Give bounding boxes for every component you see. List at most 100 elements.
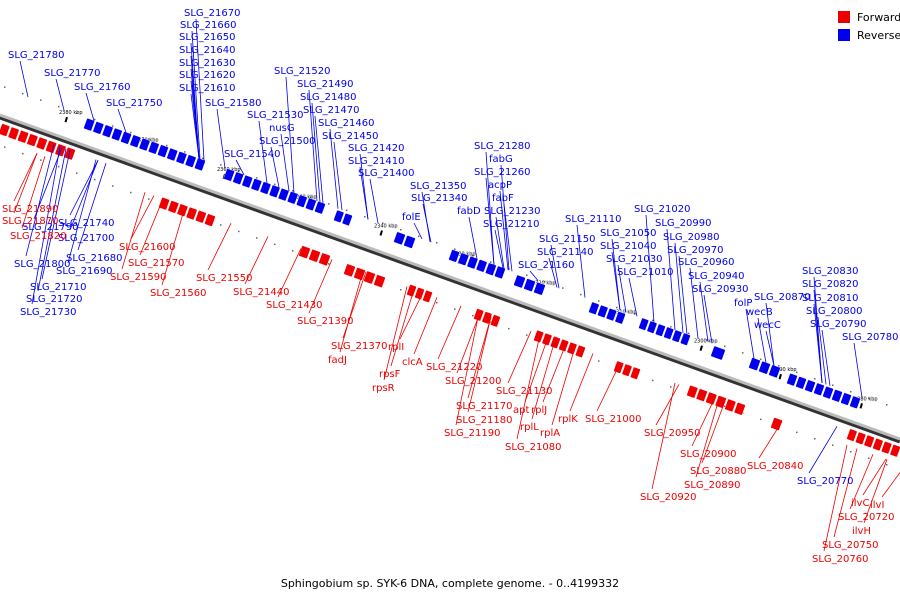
reverse-leader-line	[550, 244, 560, 289]
reverse-leader-line	[314, 115, 324, 204]
grid-dot	[670, 386, 672, 388]
grid-dot	[76, 172, 78, 174]
forward-gene-label: SLG_20900	[680, 449, 736, 460]
forward-gene-label: SLG_21870	[2, 216, 58, 227]
reverse-gene-label: SLG_21420	[348, 143, 404, 154]
reverse-gene-label: fabD	[457, 206, 481, 217]
reverse-gene	[466, 256, 479, 270]
reverse-leader-line	[117, 108, 127, 133]
legend-item-forward: Forward	[838, 8, 900, 26]
grid-dot	[292, 250, 294, 252]
grid-dot	[40, 159, 42, 161]
grid-dot	[256, 177, 258, 179]
reverse-gene-label: SLG_21140	[537, 247, 593, 258]
grid-dot	[850, 391, 852, 393]
reverse-gene	[614, 311, 626, 325]
reverse-gene	[795, 376, 807, 390]
forward-gene-label: SLG_20890	[684, 480, 740, 491]
reverse-leader-line	[270, 146, 280, 188]
reverse-leader-line	[757, 317, 767, 363]
forward-gene	[630, 366, 641, 380]
reverse-leader-line	[611, 251, 621, 311]
reverse-gene	[533, 282, 546, 296]
forward-gene-label: fadJ	[328, 355, 347, 366]
reverse-leader-line	[853, 342, 863, 398]
forward-leader-line	[455, 312, 480, 426]
reverse-gene-label: SLG_21770	[44, 68, 100, 79]
reverse-leader-line	[329, 128, 339, 209]
reverse-gene-label: SLG_21260	[474, 167, 530, 178]
reverse-gene-label: SLG_21410	[348, 156, 404, 167]
forward-gene	[621, 363, 633, 377]
grid-dot	[238, 230, 240, 233]
grid-dot	[526, 334, 528, 336]
reverse-gene-label: SLG_21490	[297, 79, 353, 90]
grid-dot	[58, 105, 60, 108]
reverse-gene-label: SLG_21020	[634, 204, 690, 215]
reverse-gene	[605, 308, 617, 322]
grid-dot	[58, 165, 60, 168]
grid-dot	[382, 222, 384, 224]
grid-dot	[832, 384, 834, 386]
grid-dot	[112, 185, 114, 187]
reverse-gene-label: wecB	[746, 307, 773, 318]
reverse-leader-line	[813, 303, 823, 383]
reverse-gene	[804, 379, 816, 393]
grid-dot	[40, 99, 42, 101]
reverse-gene	[333, 210, 345, 223]
legend-item-reverse: Reverse	[838, 26, 900, 44]
forward-gene-label: rpsF	[379, 369, 401, 380]
grid-dot	[760, 358, 762, 361]
forward-gene-label: SLG_20920	[640, 492, 696, 503]
forward-gene-label: SLG_20760	[812, 554, 868, 565]
forward-gene	[204, 213, 216, 227]
forward-gene-label: SLG_21440	[233, 287, 289, 298]
forward-gene-label: apt	[513, 405, 529, 416]
forward-gene-label: SLG_20950	[644, 428, 700, 439]
forward-gene	[195, 210, 207, 224]
forward-gene-label: rplL	[520, 422, 539, 433]
forward-gene-label: SLG_21430	[266, 300, 322, 311]
reverse-leader-line	[821, 329, 831, 386]
reverse-leader-line	[500, 164, 510, 271]
reverse-gene-label: SLG_21750	[106, 98, 162, 109]
grid-dot	[760, 418, 762, 421]
forward-gene	[373, 274, 386, 288]
reverse-gene-label: SLG_20800	[806, 306, 862, 317]
reverse-gene-label: SLG_21110	[565, 214, 621, 225]
reverse-gene	[638, 317, 649, 331]
forward-gene-label: ilvI	[870, 500, 884, 511]
reverse-gene	[83, 118, 95, 132]
reverse-gene	[822, 386, 834, 400]
gene-features	[0, 118, 900, 458]
legend-label-forward: Forward	[857, 10, 900, 24]
grid-dot	[4, 86, 6, 88]
grid-dot	[598, 300, 600, 302]
tick-mark	[699, 345, 703, 352]
grid-dot	[112, 125, 114, 127]
reverse-gene-label: SLG_20780	[842, 332, 898, 343]
forward-gene	[308, 249, 321, 263]
forward-gene	[558, 339, 569, 352]
reverse-gene-label: SLG_21660	[180, 20, 236, 31]
grid-dot	[832, 444, 834, 446]
grid-dot	[706, 339, 708, 341]
reverse-leader-line	[808, 426, 838, 474]
grid-dot	[652, 379, 654, 382]
reverse-gene-label: nusG	[269, 123, 295, 134]
grid-dot	[796, 371, 798, 374]
reverse-gene-label: SLG_21210	[483, 219, 539, 230]
reverse-gene-label: SLG_21450	[322, 131, 378, 142]
forward-gene	[26, 133, 39, 147]
reverse-gene-label: wecC	[754, 320, 781, 331]
tick-label: 2290 kbp	[773, 367, 797, 373]
forward-leader-line	[456, 312, 481, 374]
reverse-gene-label: SLG_21690	[56, 266, 112, 277]
forward-leader-line	[881, 471, 900, 498]
forward-gene	[550, 336, 561, 349]
reverse-gene-label: SLG_21500	[259, 136, 315, 147]
reverse-gene	[758, 361, 771, 375]
grid-dot	[202, 157, 204, 160]
grid-dot	[220, 224, 222, 226]
forward-gene	[45, 140, 57, 154]
